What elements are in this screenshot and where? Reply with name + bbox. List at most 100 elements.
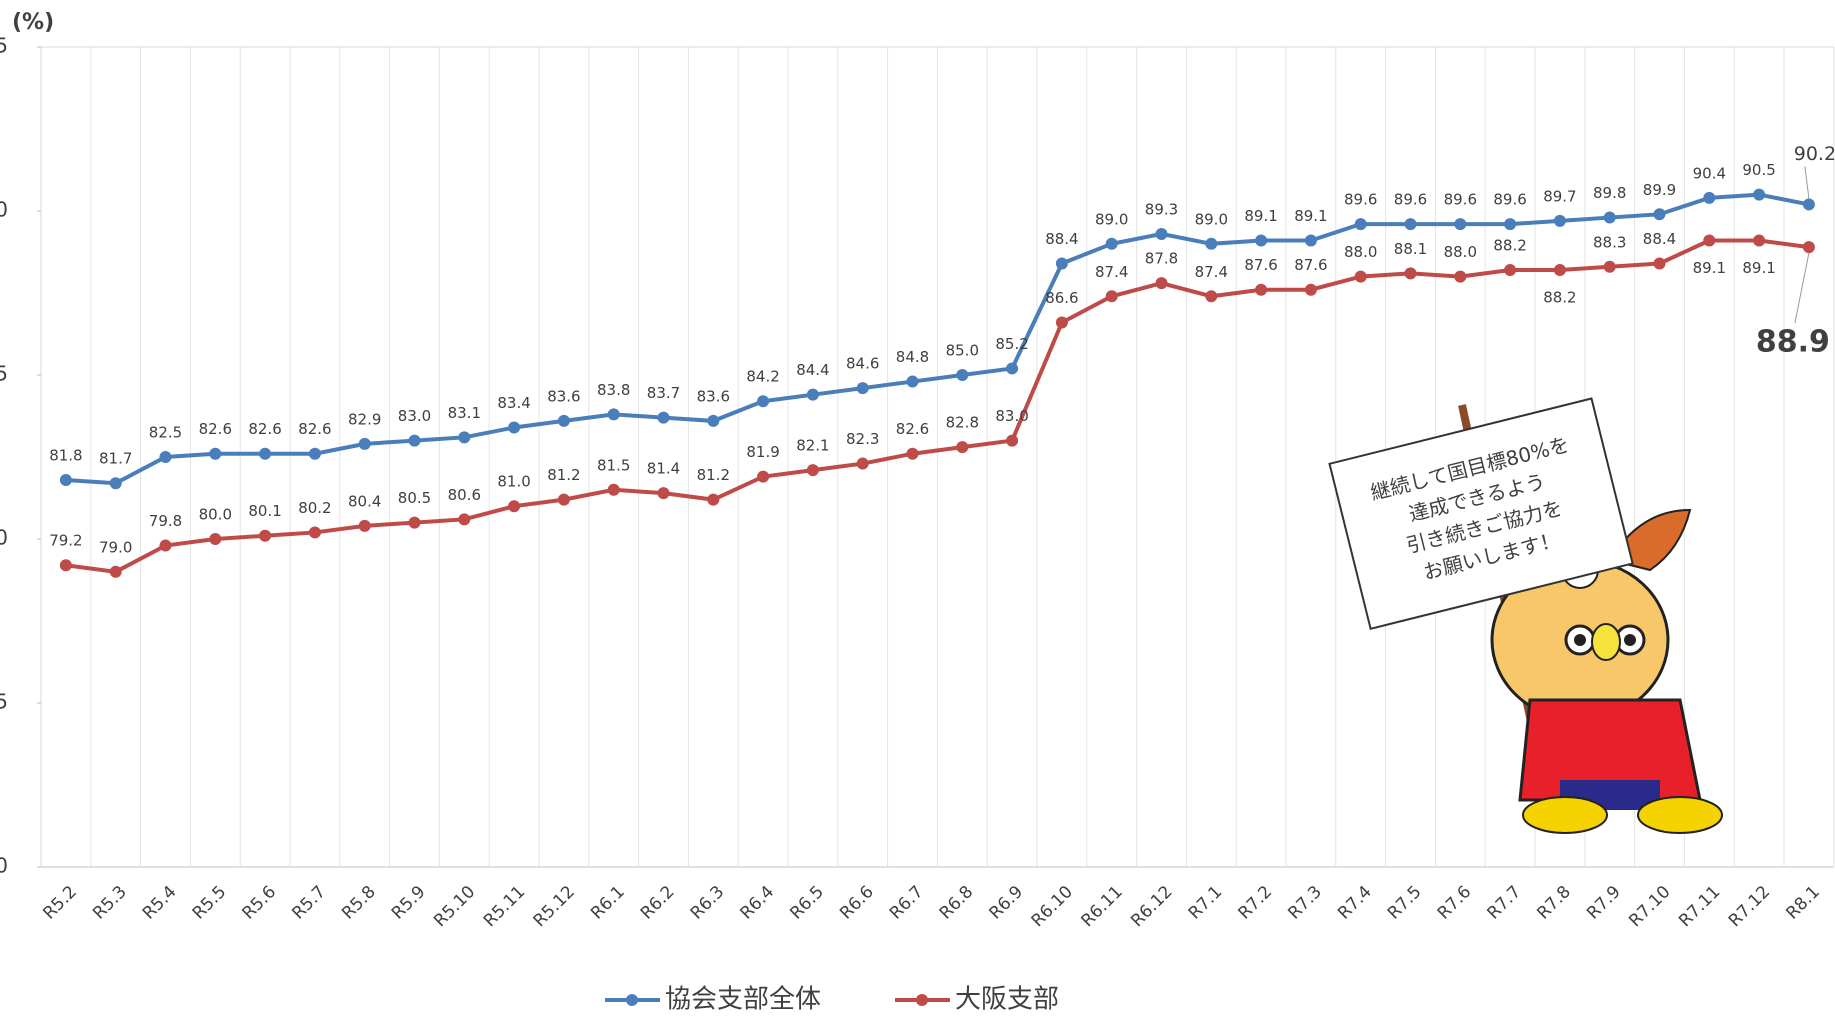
data-point — [757, 395, 769, 407]
data-point — [409, 435, 421, 447]
data-label: 88.1 — [1394, 240, 1427, 258]
data-point — [60, 559, 72, 571]
data-label: 82.9 — [348, 410, 381, 428]
x-tick-label: R6.4 — [737, 882, 779, 924]
x-tick-label: R7.3 — [1284, 882, 1326, 924]
data-label: 89.6 — [1394, 191, 1427, 209]
data-point — [1803, 241, 1815, 253]
data-label: 83.6 — [547, 387, 580, 405]
data-point — [1405, 218, 1417, 230]
data-label: 89.6 — [1444, 191, 1477, 209]
data-point — [209, 533, 221, 545]
data-point — [757, 471, 769, 483]
data-point — [1454, 218, 1466, 230]
x-tick-label: R7.11 — [1675, 882, 1724, 931]
data-point — [1753, 235, 1765, 247]
data-point — [259, 448, 271, 460]
data-label: 82.6 — [248, 420, 281, 438]
data-label: 80.0 — [199, 506, 232, 524]
data-label: 83.0 — [398, 407, 431, 425]
data-label: 89.1 — [1244, 207, 1277, 225]
data-label: 83.7 — [647, 384, 680, 402]
data-label: 87.4 — [1195, 263, 1228, 281]
data-label: 88.0 — [1444, 243, 1477, 261]
x-tick-label: R5.7 — [288, 882, 330, 924]
data-point — [1703, 235, 1715, 247]
data-label: 79.0 — [99, 538, 132, 556]
data-label: 82.6 — [896, 420, 929, 438]
data-point — [907, 376, 919, 388]
x-tick-label: R6.8 — [936, 882, 978, 924]
data-label: 87.6 — [1294, 256, 1327, 274]
data-label: 84.6 — [846, 355, 879, 373]
data-point — [259, 530, 271, 542]
data-point — [309, 526, 321, 538]
data-label: 87.6 — [1244, 256, 1277, 274]
data-label: 80.5 — [398, 489, 431, 507]
y-tick-label: 90 — [0, 198, 8, 222]
data-label: 84.4 — [796, 361, 829, 379]
x-tick-label: R6.5 — [786, 882, 828, 924]
data-label: 89.0 — [1195, 210, 1228, 228]
data-label: 79.8 — [149, 512, 182, 530]
data-label: 90.5 — [1742, 161, 1775, 179]
x-tick-label: R5.2 — [39, 882, 81, 924]
mascot-foot — [1638, 797, 1722, 833]
y-tick-label: 95 — [0, 34, 8, 58]
leader-line — [1805, 166, 1809, 198]
x-tick-label: R5.11 — [480, 882, 529, 931]
data-label: 89.8 — [1593, 184, 1626, 202]
mascot-beak — [1592, 624, 1620, 660]
data-label: 89.6 — [1344, 191, 1377, 209]
data-label: 88.2 — [1493, 237, 1526, 255]
data-point — [1405, 267, 1417, 279]
data-point — [110, 477, 122, 489]
data-point — [857, 382, 869, 394]
x-tick-label: R7.7 — [1484, 882, 1526, 924]
data-label: 89.1 — [1693, 259, 1726, 277]
data-point — [458, 431, 470, 443]
data-point — [409, 517, 421, 529]
data-point — [1205, 290, 1217, 302]
data-point — [309, 448, 321, 460]
data-point — [1504, 264, 1516, 276]
data-label: 82.3 — [846, 430, 879, 448]
x-tick-label: R8.1 — [1782, 882, 1824, 924]
data-point — [707, 494, 719, 506]
data-point — [907, 448, 919, 460]
data-point — [359, 520, 371, 532]
data-point — [1106, 238, 1118, 250]
data-label: 81.9 — [746, 443, 779, 461]
data-label: 88.4 — [1045, 230, 1078, 248]
data-label: 88.4 — [1643, 230, 1676, 248]
data-point — [508, 421, 520, 433]
x-tick-label: R7.8 — [1533, 882, 1575, 924]
data-label: 81.2 — [697, 466, 730, 484]
data-point — [1554, 264, 1566, 276]
x-tick-label: R6.10 — [1028, 882, 1077, 931]
x-tick-label: R5.3 — [89, 882, 131, 924]
chart: (%) 707580859095R5.2R5.3R5.4R5.5R5.6R5.7… — [0, 0, 1835, 1016]
data-label: 86.6 — [1045, 289, 1078, 307]
data-point — [807, 389, 819, 401]
data-point — [1604, 261, 1616, 273]
data-point — [1006, 362, 1018, 374]
x-tick-label: R6.2 — [637, 882, 679, 924]
data-label: 81.8 — [49, 446, 82, 464]
x-tick-label: R5.6 — [239, 882, 281, 924]
x-tick-label: R5.4 — [139, 882, 181, 924]
data-label: 89.7 — [1543, 187, 1576, 205]
data-point — [1056, 317, 1068, 329]
data-point — [1454, 271, 1466, 283]
x-tick-label: R5.10 — [430, 882, 479, 931]
x-tick-label: R7.12 — [1725, 882, 1774, 931]
data-label: 88.9 — [1756, 325, 1830, 360]
data-point — [558, 494, 570, 506]
x-tick-label: R5.12 — [530, 882, 579, 931]
data-label: 88.3 — [1593, 233, 1626, 251]
x-tick-label: R6.3 — [687, 882, 729, 924]
data-point — [1604, 212, 1616, 224]
data-point — [1753, 189, 1765, 201]
data-label: 89.9 — [1643, 181, 1676, 199]
x-tick-label: R6.1 — [587, 882, 629, 924]
